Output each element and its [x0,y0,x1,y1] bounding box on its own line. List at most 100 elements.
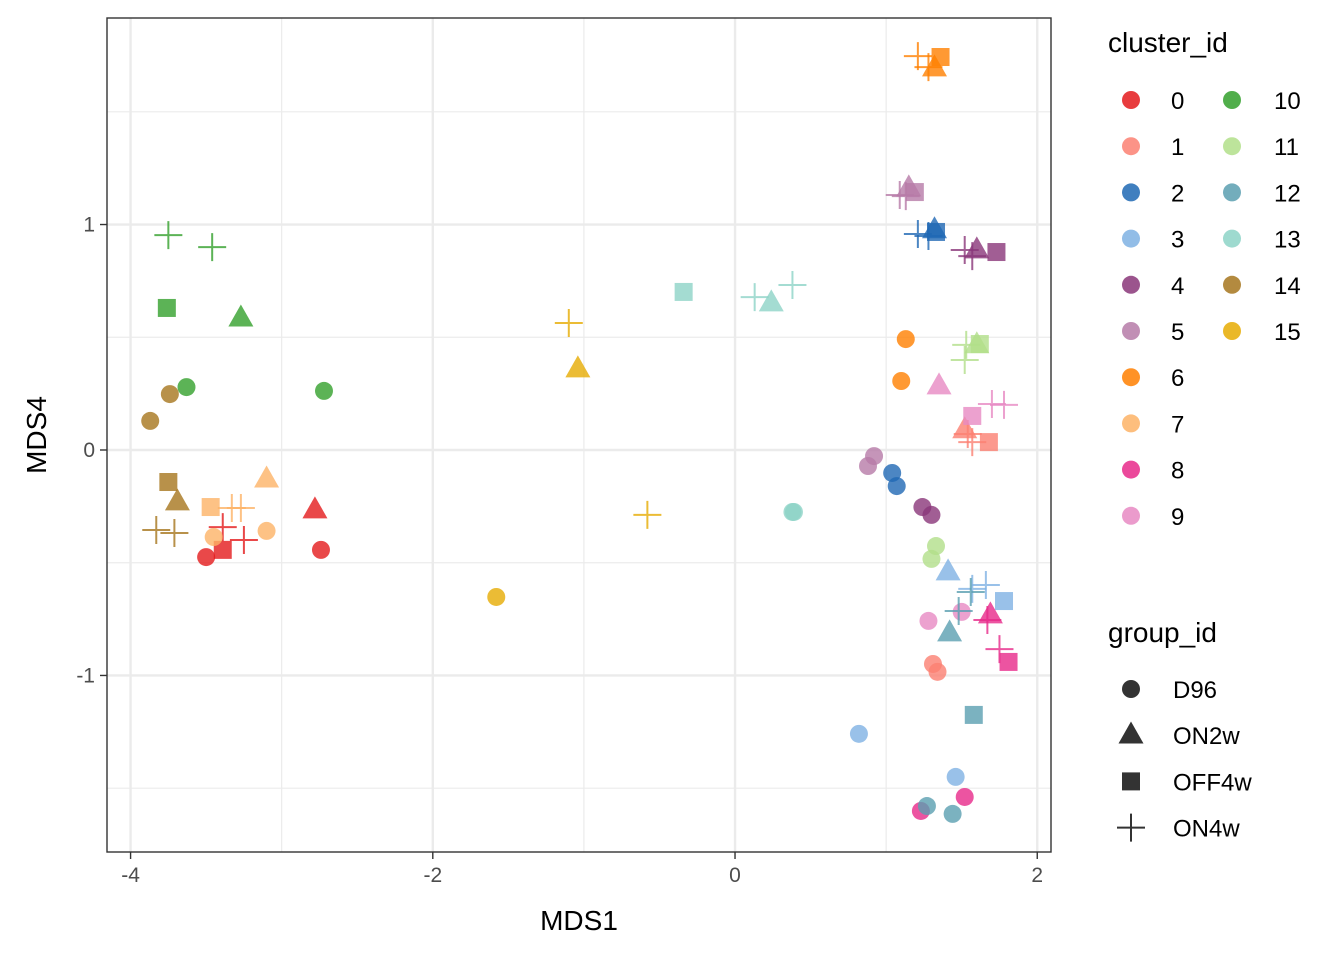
y-tick-label: 1 [83,214,95,237]
point-cluster-10-ON2w [228,304,254,327]
point-cluster-7-ON4w [226,493,255,522]
point-cluster-9-OFF4w [963,406,982,425]
point-cluster-2-ON4w [903,219,932,248]
x-axis-title: MDS1 [540,905,618,936]
legend-item-cluster-5: 5 [1122,319,1184,346]
point-cluster-14-ON4w [160,518,189,547]
point-cluster-13-ON2w [758,289,784,312]
legend-label: 1 [1171,134,1184,161]
legend-item-cluster-15: 15 [1223,319,1301,346]
point-cluster-13-ON4w [740,283,769,312]
legend-label: 14 [1274,273,1301,300]
point-cluster-3-ON2w [935,558,961,581]
legend-item-cluster-2: 2 [1122,180,1184,207]
point-cluster-12-ON4w [944,596,973,625]
point-cluster-13-ON4w [778,270,807,299]
legend-item-group-OFF4w: OFF4w [1122,769,1252,796]
point-cluster-5-D96 [859,457,878,476]
legend-label: 12 [1274,180,1301,207]
panel-border [106,17,1052,853]
legend-item-group-D96: D96 [1122,677,1217,704]
point-cluster-10-OFF4w [157,298,176,317]
legend-key-circle-icon [1223,322,1241,340]
point-cluster-2-ON4w [914,222,943,251]
legend-label: 10 [1274,88,1301,115]
x-tick-label: 2 [1031,864,1043,887]
point-cluster-0-D96 [311,540,330,559]
legend-key-circle-icon [1122,506,1140,525]
point-cluster-5-OFF4w [905,183,924,202]
legend-key-circle-icon [1122,322,1140,340]
legend-label: ON4w [1173,816,1240,843]
legend-item-cluster-8: 8 [1122,458,1184,485]
legend-label: 3 [1171,227,1184,254]
point-cluster-3-D96 [849,724,868,743]
point-cluster-7-OFF4w [201,498,220,517]
legend-key-circle-icon [1122,183,1140,202]
point-cluster-8-OFF4w [999,652,1018,671]
y-axis: -1 0 1 [76,214,107,687]
point-cluster-13-OFF4w [674,282,693,301]
point-cluster-8-ON4w [985,635,1014,664]
point-cluster-6-D96 [892,372,911,391]
grid-minor [107,18,1051,852]
point-cluster-14-ON2w [164,488,190,511]
point-cluster-6-D96 [896,330,915,349]
legend-key-circle-icon [1122,91,1140,109]
point-cluster-11-D96 [922,549,941,568]
point-cluster-15-ON2w [565,355,591,378]
point-cluster-14-D96 [160,385,179,404]
legend-item-cluster-12: 12 [1223,180,1301,207]
point-cluster-1-D96 [928,662,947,681]
point-cluster-8-ON4w [973,605,1002,634]
legend-label: 0 [1171,88,1184,115]
x-tick-label: 0 [729,864,741,887]
point-cluster-4-ON4w [958,242,987,271]
point-cluster-2-OFF4w [927,222,946,241]
point-cluster-0-ON4w [208,513,237,542]
legend-label: OFF4w [1173,769,1252,796]
point-cluster-0-OFF4w [213,540,232,559]
point-cluster-15-ON4w [554,309,583,338]
legend-key-triangle-icon [1118,721,1144,744]
point-cluster-8-D96 [955,787,974,806]
legend-item-cluster-7: 7 [1122,411,1184,438]
legend-item-group-ON2w: ON2w [1118,721,1240,750]
y-axis-title: MDS4 [21,396,52,474]
point-cluster-0-D96 [197,548,216,567]
legend-label: 4 [1171,273,1184,300]
point-cluster-9-D96 [919,611,938,630]
legend-key-circle-icon [1122,229,1140,248]
legend-item-group-ON4w: ON4w [1117,813,1240,843]
legend-item-cluster-3: 3 [1122,227,1184,254]
point-cluster-12-OFF4w [964,705,983,724]
point-cluster-0-ON2w [302,496,328,519]
legend-item-cluster-13: 13 [1223,227,1301,254]
point-cluster-14-D96 [141,411,160,430]
point-cluster-10-ON4w [154,221,183,250]
point-cluster-14-OFF4w [159,473,178,492]
legend-key-circle-icon [1122,680,1140,698]
legend-label: 11 [1274,134,1299,161]
plot-panel [106,17,1052,853]
legend-key-square-icon [1122,772,1140,791]
point-cluster-9-ON2w [926,372,952,395]
point-cluster-14-ON4w [142,516,171,545]
legend-item-cluster-10: 10 [1223,88,1301,115]
legend-key-circle-icon [1223,229,1241,248]
legend-label: 5 [1171,319,1184,346]
point-cluster-12-D96 [943,804,962,823]
point-cluster-3-ON4w [971,571,1000,600]
legend-key-circle-icon [1122,137,1140,156]
legend-key-circle-icon [1122,275,1140,294]
x-tick-label: -2 [423,864,442,887]
x-axis: -4 -2 0 2 [121,852,1043,887]
legend-item-cluster-0: 0 [1122,88,1184,115]
point-cluster-10-D96 [177,378,196,397]
point-cluster-7-D96 [257,521,276,540]
points-layer [141,42,1018,823]
legend-label: 13 [1274,227,1301,254]
legend-group-title: group_id [1108,617,1217,648]
point-cluster-4-ON2w [964,236,990,259]
